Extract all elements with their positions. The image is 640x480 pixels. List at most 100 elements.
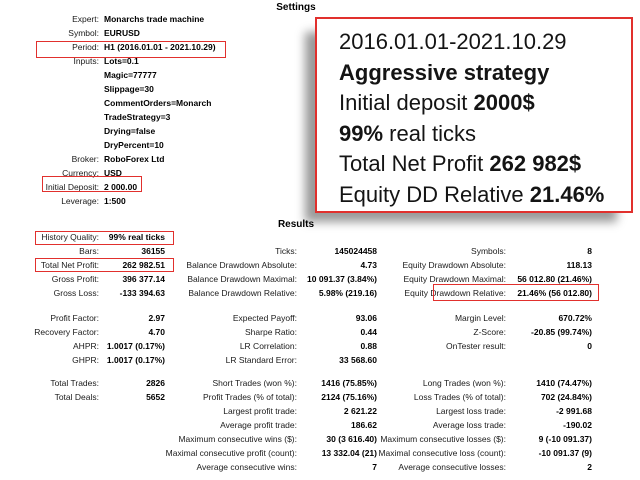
row-label: Balance Drawdown Maximal:	[187, 274, 297, 284]
callout-bold-text: 21.46%	[529, 181, 605, 207]
row-label: Total Trades:	[50, 378, 99, 388]
table-row: Total Deals: 5652 Profit Trades (% of tota…	[0, 390, 640, 404]
callout-text: Equity DD Relative	[339, 181, 530, 207]
row-value: 1.0017 (0.17%)	[106, 341, 165, 351]
callout-line: Equity DD Relative 21.46%	[339, 180, 631, 211]
table-row: Initial Deposit: 2 000.00	[0, 180, 640, 194]
row-label: Gross Profit:	[51, 274, 99, 284]
table-row: Average profit trade: 186.62 Average loss …	[0, 418, 640, 432]
row-label: Period:	[72, 42, 99, 52]
annotation-box-total-net-profit	[35, 258, 174, 272]
callout-bold-text: 262 982$	[489, 151, 582, 176]
row-value: DryPercent=10	[104, 140, 164, 150]
row-label: History Quality:	[41, 232, 99, 242]
summary-callout: 2016.01.01-2021.10.29 Aggressive strategy…	[315, 17, 633, 213]
row-value: -190.02	[563, 420, 592, 430]
row-label: Expert:	[72, 14, 99, 24]
row-value: 670.72%	[558, 313, 592, 323]
table-row: Period: H1 (2016.01.01 - 2021.10.29)	[0, 40, 640, 54]
row-value: 186.62	[351, 420, 377, 430]
row-label: Equity Drawdown Absolute:	[402, 260, 506, 270]
row-label: Broker:	[71, 154, 99, 164]
table-row: Gross Loss: -133 394.63 Balance Drawdown R…	[0, 286, 640, 300]
row-label: Balance Drawdown Relative:	[188, 288, 297, 298]
row-label: LR Correlation:	[239, 341, 297, 351]
row-label: Total Net Profit:	[40, 260, 99, 270]
row-label: AHPR:	[73, 341, 99, 351]
summary-callout-lines: 2016.01.01-2021.10.29 Aggressive strategy…	[339, 27, 631, 210]
row-value: 5652	[146, 392, 165, 402]
row-label: GHPR:	[72, 355, 99, 365]
table-row: DryPercent=10	[0, 138, 640, 152]
row-label: OnTester result:	[446, 341, 506, 351]
row-value: Magic=77777	[104, 70, 157, 80]
row-value: -133 394.63	[119, 288, 165, 298]
row-value: CommentOrders=Monarch	[104, 98, 212, 108]
settings-section-title: Settings	[276, 2, 316, 13]
table-row: Gross Profit: 396 377.14 Balance Drawdown …	[0, 272, 640, 286]
table-row: Maximum consecutive wins ($): 30 (3 616.4…	[0, 432, 640, 446]
table-row: Broker: RoboForex Ltd	[0, 152, 640, 166]
results-trades-table: Total Trades: 2826 Short Trades (won %): 14…	[0, 376, 640, 474]
row-label: Total Deals:	[54, 392, 99, 402]
row-value: USD	[104, 168, 122, 178]
row-value: RoboForex Ltd	[104, 154, 165, 164]
row-label: Maximum consecutive wins ($):	[178, 434, 297, 444]
table-row: Magic=77777	[0, 68, 640, 82]
table-row: CommentOrders=Monarch	[0, 96, 640, 110]
row-value: 118.13	[566, 260, 592, 270]
row-value: -10 091.37 (9)	[538, 448, 592, 458]
callout-bold-text: Aggressive strategy	[339, 59, 550, 85]
table-row: Slippage=30	[0, 82, 640, 96]
settings-table: Expert: Monarchs trade machine Symbol: EURU…	[0, 12, 640, 208]
table-row: Recovery Factor: 4.70 Sharpe Ratio: 0.44 Z-S…	[0, 325, 640, 339]
row-label: Profit Trades (% of total):	[202, 392, 297, 402]
row-value: 1.0017 (0.17%)	[106, 355, 165, 365]
callout-line: 99% real ticks	[339, 119, 631, 150]
row-label: Sharpe Ratio:	[245, 327, 297, 337]
row-value: TradeStrategy=3	[104, 112, 171, 122]
row-value: Lots=0.1	[104, 56, 139, 66]
row-label: Average profit trade:	[220, 420, 297, 430]
row-value: 2 000.00	[104, 182, 138, 192]
row-label: Equity Drawdown Relative:	[404, 288, 506, 298]
row-value: 1:500	[104, 196, 126, 206]
results-section-title: Results	[277, 219, 315, 230]
row-value: H1 (2016.01.01 - 2021.10.29)	[104, 42, 216, 52]
results-summary-table: History Quality: 99% real ticks Bars: 36155…	[0, 230, 640, 300]
row-value: 2826	[146, 378, 165, 388]
table-row: Maximal consecutive profit (count): 13 33…	[0, 446, 640, 460]
row-label: Symbol:	[68, 28, 99, 38]
row-value: 36155	[141, 246, 165, 256]
row-label: Symbols:	[471, 246, 506, 256]
row-value: 33 568.60	[339, 355, 377, 365]
row-label: Recovery Factor:	[34, 327, 99, 337]
row-value: 0.88	[360, 341, 377, 351]
table-row: Leverage: 1:500	[0, 194, 640, 208]
row-value: 56 012.80 (21.46%)	[517, 274, 592, 284]
row-value: 30 (3 616.40)	[326, 434, 377, 444]
table-row: Total Trades: 2826 Short Trades (won %): 14…	[0, 376, 640, 390]
row-label: Maximum consecutive losses ($):	[380, 434, 506, 444]
row-value: 2.97	[148, 313, 165, 323]
row-value: EURUSD	[104, 28, 140, 38]
table-row: GHPR: 1.0017 (0.17%) LR Standard Error: 33 …	[0, 353, 640, 367]
table-row: TradeStrategy=3	[0, 110, 640, 124]
table-row: Profit Factor: 2.97 Expected Payoff: 93.06 M…	[0, 311, 640, 325]
row-label: Margin Level:	[454, 313, 506, 323]
annotation-box-equity-dd-relative	[433, 284, 599, 301]
row-label: Z-Score:	[473, 327, 506, 337]
table-row: Total Net Profit: 262 982.51 Balance Drawd…	[0, 258, 640, 272]
table-row: History Quality: 99% real ticks	[0, 230, 640, 244]
row-value: -2 991.68	[556, 406, 592, 416]
row-value: 2124 (75.16%)	[321, 392, 377, 402]
row-value: 4.73	[360, 260, 377, 270]
callout-bold-text: 2000$	[473, 90, 535, 115]
row-label: Initial Deposit:	[45, 182, 99, 192]
row-value: 8	[587, 246, 592, 256]
row-label: Profit Factor:	[50, 313, 99, 323]
row-value: 145024458	[334, 246, 377, 256]
row-value: 0	[587, 341, 592, 351]
row-value: 0.44	[360, 327, 377, 337]
